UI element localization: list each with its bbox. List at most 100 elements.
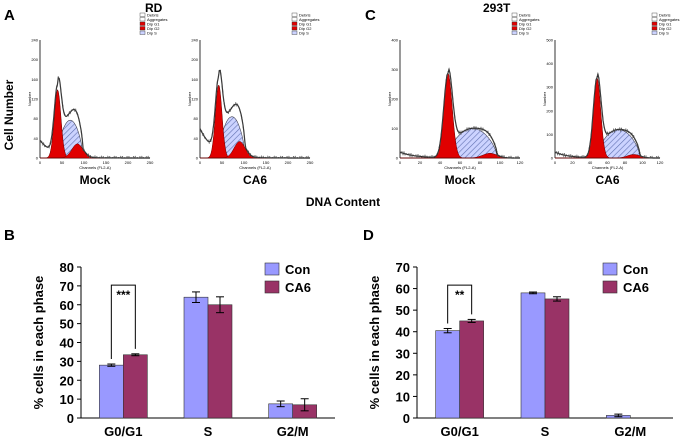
legend-swatch — [139, 17, 146, 22]
hist-y-tick: 500 — [546, 38, 553, 43]
hist-x-tick: 80 — [623, 160, 628, 165]
raw-data-trace — [554, 74, 661, 159]
bar-con — [435, 330, 460, 419]
bar-ca6 — [123, 354, 148, 419]
y-tick-label: 10 — [396, 389, 410, 404]
hist-x-tick: 50 — [60, 160, 65, 165]
x-category-label: G0/G1 — [104, 424, 142, 439]
x-category-label: G2/M — [614, 424, 646, 439]
hist-x-tick: 100 — [81, 160, 88, 165]
y-tick-label: 0 — [403, 411, 410, 426]
significance-bracket — [447, 284, 473, 324]
legend-entry: Dip S — [659, 31, 669, 36]
y-tick-label: 80 — [60, 260, 74, 275]
y-tick-label: 70 — [60, 279, 74, 294]
legend-swatch-con — [264, 262, 280, 276]
legend-label-ca6: CA6 — [285, 280, 311, 295]
legend-swatch — [651, 12, 658, 17]
legend-entry: Aggregates — [147, 17, 167, 22]
histogram-label: Mock — [445, 173, 476, 187]
hist-x-axis-label: Channels (FL2-A) — [239, 165, 271, 170]
y-tick-label: 20 — [396, 368, 410, 383]
y-tick-label: 60 — [60, 298, 74, 313]
hist-y-tick: 0 — [196, 156, 199, 161]
hist-x-tick: 20 — [570, 160, 575, 165]
hist-y-tick: 160 — [191, 77, 198, 82]
x-category-label: G0/G1 — [441, 424, 479, 439]
panel-a-title: RD — [145, 1, 163, 15]
hist-y-tick: 400 — [546, 61, 553, 66]
legend-swatch — [139, 12, 146, 17]
bar-ca6 — [207, 304, 233, 419]
y-tick-label: 20 — [60, 373, 74, 388]
hist-y-axis-label: Number — [187, 91, 192, 106]
legend-label-con: Con — [623, 262, 648, 277]
legend-entry: Debris — [659, 13, 671, 18]
hist-y-tick: 200 — [31, 57, 38, 62]
legend-swatch — [511, 21, 518, 26]
legend-entry: Dip G2 — [147, 26, 160, 31]
panel-a-ylabel: Cell Number — [2, 79, 16, 150]
legend-entry: Debris — [299, 13, 311, 18]
legend-entry: Dip S — [147, 31, 157, 36]
hist-y-tick: 100 — [391, 126, 398, 131]
bar-chart-b: 0 10 20 30 40 50 60 70 80 % cells in each phase G0… — [31, 260, 335, 439]
hist-y-tick: 240 — [191, 38, 198, 43]
legend-entry: Debris — [147, 13, 159, 18]
legend-entry: Dip G1 — [147, 22, 160, 27]
y-tick-label: 40 — [396, 325, 410, 340]
histogram-label: Mock — [80, 173, 111, 187]
hist-x-tick: 0 — [39, 160, 42, 165]
significance-label: *** — [116, 288, 130, 302]
hist-x-tick: 120 — [657, 160, 664, 165]
legend-swatch — [291, 17, 298, 22]
legend-swatch — [139, 21, 146, 26]
legend-entry: Dip S — [519, 31, 529, 36]
hist-x-tick: 150 — [263, 160, 270, 165]
hist-y-tick: 200 — [191, 57, 198, 62]
x-category-label: S — [204, 424, 213, 439]
panel-letter-b: B — [4, 227, 15, 244]
hist-x-tick: 200 — [125, 160, 132, 165]
hist-y-tick: 0 — [36, 156, 39, 161]
legend-entry: Debris — [519, 13, 531, 18]
x-category-label: S — [541, 424, 550, 439]
dna-content-label: DNA Content — [306, 195, 380, 209]
hist-x-tick: 60 — [605, 160, 610, 165]
panel-letter-a: A — [4, 7, 15, 24]
y-tick-label: 40 — [60, 336, 74, 351]
legend-swatch — [651, 26, 658, 31]
legend-entry: Dip G2 — [519, 26, 532, 31]
panel-c-title: 293T — [483, 1, 511, 15]
y-tick-label: 10 — [60, 392, 74, 407]
hist-x-tick: 150 — [103, 160, 110, 165]
hist-x-tick: 120 — [517, 160, 524, 165]
g1-peak-area — [40, 89, 150, 159]
hist-x-axis-label: Channels (FL2-A) — [79, 165, 111, 170]
hist-y-tick: 40 — [194, 136, 199, 141]
hist-y-tick: 80 — [194, 116, 199, 121]
histogram-label: CA6 — [595, 173, 619, 187]
legend-swatch — [651, 30, 658, 35]
legend-swatch — [511, 17, 518, 22]
hist-x-tick: 0 — [199, 160, 202, 165]
legend-entry: Dip G2 — [659, 26, 672, 31]
bar-con — [183, 296, 209, 419]
y-axis-label: % cells in each phase — [31, 276, 46, 410]
y-tick-label: 0 — [67, 411, 74, 426]
hist-x-tick: 100 — [241, 160, 248, 165]
hist-x-tick: 200 — [285, 160, 292, 165]
hist-y-tick: 100 — [546, 132, 553, 137]
hist-x-tick: 20 — [418, 160, 423, 165]
legend-swatch — [511, 30, 518, 35]
significance-label: ** — [455, 288, 465, 302]
legend-swatch-ca6 — [602, 280, 618, 294]
y-axis-label: % cells in each phase — [367, 276, 382, 410]
hist-x-tick: 50 — [220, 160, 225, 165]
hist-x-tick: 80 — [478, 160, 483, 165]
legend-swatch — [511, 26, 518, 31]
legend-entry: Aggregates — [299, 17, 319, 22]
hist-y-tick: 120 — [31, 97, 38, 102]
panel-letter-d: D — [363, 227, 374, 244]
